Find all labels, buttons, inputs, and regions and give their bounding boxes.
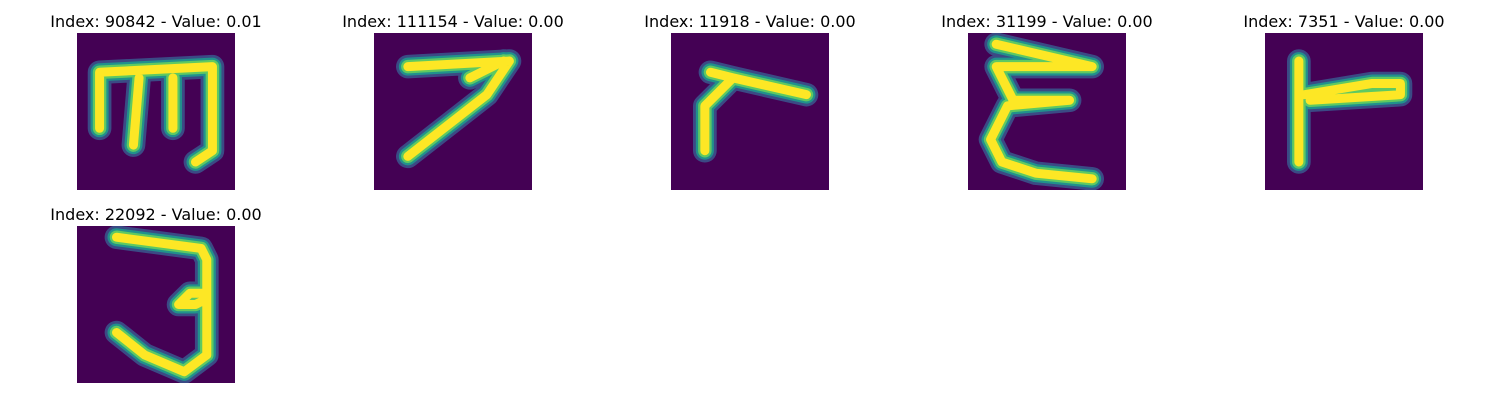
panel-title: Index: 22092 - Value: 0.00 — [50, 205, 262, 224]
panel-title: Index: 11918 - Value: 0.00 — [644, 12, 856, 31]
glyph-stroke-layer-4 — [95, 62, 217, 167]
glyph-image — [374, 33, 532, 190]
panel-title: Index: 111154 - Value: 0.00 — [342, 12, 564, 31]
panel-title: Index: 90842 - Value: 0.01 — [50, 12, 262, 31]
glyph-stroke-layer-4 — [700, 67, 811, 156]
image-panel: Index: 11918 - Value: 0.00 — [630, 10, 870, 190]
glyph-image — [968, 33, 1126, 190]
panel-title: Index: 31199 - Value: 0.00 — [941, 12, 1153, 31]
glyph-drawing — [77, 33, 235, 190]
image-panel: Index: 7351 - Value: 0.00 — [1224, 10, 1464, 190]
image-panel: Index: 31199 - Value: 0.00 — [927, 10, 1167, 190]
glyph-stroke-layer-4 — [111, 232, 212, 377]
glyph-stroke-layer-4 — [986, 39, 1097, 184]
glyph-drawing — [77, 226, 235, 383]
image-panel: Index: 111154 - Value: 0.00 — [333, 10, 573, 190]
glyph-image — [1265, 33, 1423, 190]
glyph-image — [77, 226, 235, 383]
glyph-drawing — [968, 33, 1126, 190]
glyph-image — [77, 33, 235, 190]
image-panel: Index: 90842 - Value: 0.01 — [36, 10, 276, 190]
image-panel: Index: 22092 - Value: 0.00 — [36, 203, 276, 383]
glyph-image — [671, 33, 829, 190]
glyph-drawing — [671, 33, 829, 190]
glyph-stroke-layer-4 — [1294, 56, 1405, 167]
glyph-stroke-layer-4 — [403, 56, 514, 161]
glyph-drawing — [374, 33, 532, 190]
glyph-drawing — [1265, 33, 1423, 190]
panel-title: Index: 7351 - Value: 0.00 — [1243, 12, 1445, 31]
